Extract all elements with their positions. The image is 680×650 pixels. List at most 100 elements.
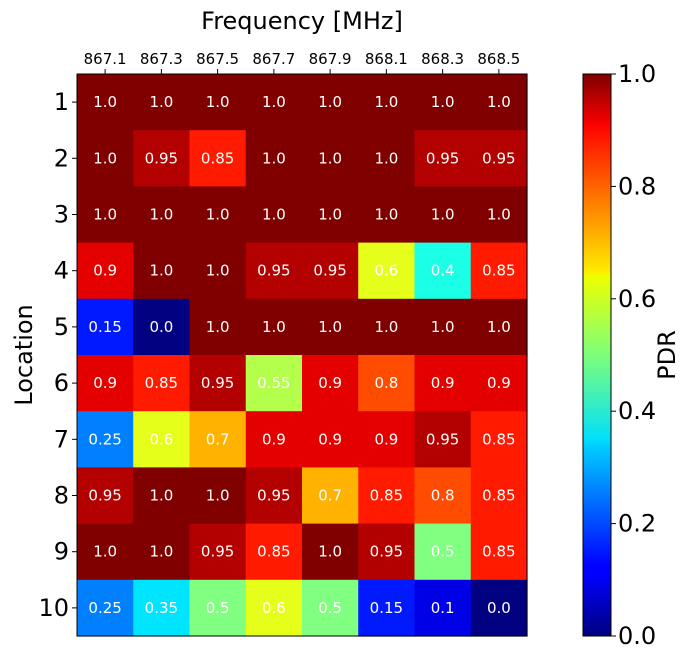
cell-value-label: 0.15 [88, 318, 121, 336]
cell-value-label: 1.0 [431, 318, 455, 336]
heatmap-cell [77, 186, 134, 244]
cell-value-label: 1.0 [374, 93, 398, 111]
heatmap-cell [133, 467, 191, 525]
cell-value-label: 1.0 [262, 206, 286, 224]
heatmap-cell [133, 298, 191, 356]
heatmap-cell [302, 467, 359, 525]
heatmap-cell [470, 467, 528, 525]
heatmap-cell [302, 298, 359, 356]
heatmap-cell-labels: 1.0 1.0 1.0 1.0 1.0 1.0 1.0 1.0 1.0 0.95 0.85 1.0 1.… [88, 93, 515, 617]
heatmap-cell [358, 411, 416, 468]
cell-value-label: 0.9 [262, 430, 286, 448]
heatmap-cell [358, 242, 416, 300]
heatmap-cell [302, 242, 359, 300]
cell-value-label: 0.5 [431, 543, 455, 561]
heatmap-cell [245, 579, 303, 637]
cell-value-label: 0.9 [93, 262, 117, 280]
heatmap-cell [133, 579, 191, 637]
heatmap-cell [189, 523, 247, 581]
cell-value-label: 1.0 [262, 149, 286, 167]
heatmap-cell [245, 298, 303, 356]
heatmap-cell [245, 467, 303, 525]
y-axis-title: Location [10, 304, 38, 406]
cell-value-label: 0.85 [482, 543, 515, 561]
colorbar-tick-label: 0.0 [618, 622, 656, 650]
cell-value-label: 0.8 [374, 374, 398, 392]
cell-value-label: 0.6 [374, 262, 398, 280]
y-tick-label: 5 [54, 313, 69, 341]
heatmap-cell [77, 242, 134, 300]
cell-value-label: 0.95 [482, 149, 515, 167]
colorbar-tick-label: 0.6 [618, 285, 656, 313]
y-tick-label: 10 [38, 594, 69, 622]
colorbar [582, 73, 612, 637]
cell-value-label: 1.0 [318, 149, 342, 167]
heatmap-cell [470, 523, 528, 581]
x-tick-labels: 867.1 867.3 867.5 867.7 867.9 868.1 868.3 868.5 [84, 50, 520, 74]
heatmap-cell [470, 186, 528, 244]
heatmap-cell [77, 355, 134, 412]
y-tick-labels: 1 2 3 4 5 6 7 8 9 10 [38, 88, 77, 622]
cell-value-label: 1.0 [93, 206, 117, 224]
heatmap-cell [470, 298, 528, 356]
cell-value-label: 1.0 [374, 206, 398, 224]
heatmap-cell [77, 411, 134, 468]
heatmap-cell [414, 130, 472, 187]
heatmap-cell [189, 579, 247, 637]
cell-value-label: 0.8 [431, 487, 455, 505]
cell-value-label: 1.0 [487, 206, 511, 224]
heatmap-cells [77, 74, 528, 637]
heatmap-cell [414, 74, 472, 131]
heatmap-cell [133, 411, 191, 468]
heatmap-cell [189, 130, 247, 187]
x-tick-label: 867.9 [309, 50, 352, 68]
heatmap-cell [133, 130, 191, 187]
heatmap-cell [302, 411, 359, 468]
heatmap-cell [414, 467, 472, 525]
cell-value-label: 1.0 [149, 206, 173, 224]
cell-value-label: 0.15 [370, 599, 403, 617]
x-axis-title: Frequency [MHz] [201, 7, 403, 35]
cell-value-label: 0.25 [88, 599, 121, 617]
cell-value-label: 1.0 [206, 487, 230, 505]
cell-value-label: 0.1 [431, 599, 455, 617]
heatmap-cell [77, 579, 134, 637]
heatmap-cell [189, 186, 247, 244]
heatmap-cell [302, 74, 359, 131]
heatmap-cell [245, 411, 303, 468]
cell-value-label: 0.85 [370, 487, 403, 505]
heatmap-cell [302, 355, 359, 412]
cell-value-label: 1.0 [262, 93, 286, 111]
x-tick-label: 867.3 [140, 50, 183, 68]
cell-value-label: 0.85 [482, 487, 515, 505]
cell-value-label: 1.0 [318, 318, 342, 336]
cell-value-label: 0.95 [145, 149, 178, 167]
heatmap-cell [358, 579, 416, 637]
cell-value-label: 1.0 [374, 318, 398, 336]
heatmap-cell [189, 74, 247, 131]
cell-value-label: 0.5 [318, 599, 342, 617]
heatmap-cell [77, 74, 134, 131]
colorbar-label: PDR [653, 330, 680, 380]
heatmap-cell [414, 186, 472, 244]
cell-value-label: 0.95 [257, 487, 290, 505]
cell-value-label: 1.0 [206, 206, 230, 224]
heatmap-cell [245, 130, 303, 187]
cell-value-label: 1.0 [93, 543, 117, 561]
cell-value-label: 0.35 [145, 599, 178, 617]
heatmap-cell [470, 355, 528, 412]
heatmap-cell [470, 130, 528, 187]
heatmap-cell [77, 298, 134, 356]
heatmap-cell [414, 355, 472, 412]
colorbar-tick-label: 0.4 [618, 397, 656, 425]
cell-value-label: 0.0 [487, 599, 511, 617]
heatmap-cell [133, 186, 191, 244]
cell-value-label: 0.25 [88, 430, 121, 448]
colorbar-tick-label: 0.2 [618, 510, 656, 538]
cell-value-label: 0.85 [482, 262, 515, 280]
cell-value-label: 0.7 [318, 487, 342, 505]
y-tick-label: 3 [54, 201, 69, 229]
heatmap-cell [245, 523, 303, 581]
heatmap-cell [358, 523, 416, 581]
